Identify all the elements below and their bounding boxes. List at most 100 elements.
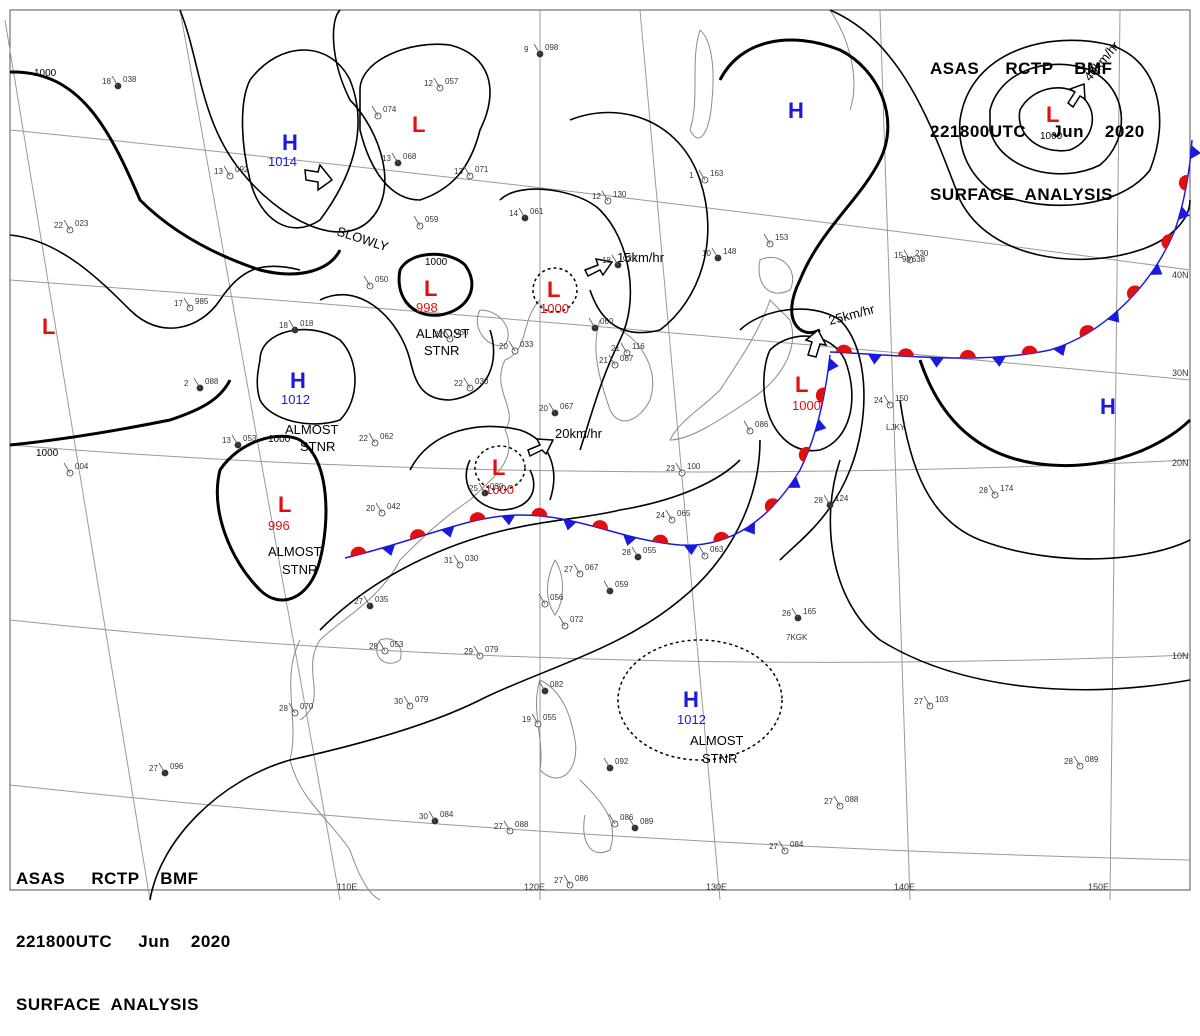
lat-label: 10N bbox=[1172, 651, 1189, 661]
wind-barb bbox=[611, 254, 619, 266]
coast-hainan bbox=[376, 638, 402, 664]
wind-barb bbox=[473, 645, 481, 657]
wind-barb bbox=[603, 580, 611, 592]
station-temperature: 24 bbox=[656, 511, 665, 520]
station-ids: 9V638 LJKY 7KGK bbox=[786, 255, 926, 642]
low-pressure-value: 1000 bbox=[792, 398, 821, 413]
wind-barb bbox=[63, 462, 71, 474]
wind-barb bbox=[463, 377, 471, 389]
station-pressure: 023 bbox=[75, 219, 89, 228]
wind-barb bbox=[363, 275, 371, 287]
wind-barb bbox=[573, 563, 581, 575]
lat-label: 30N bbox=[1172, 368, 1189, 378]
station-pressure: 063 bbox=[710, 545, 724, 554]
isobars bbox=[9, 9, 1192, 901]
high-pressure-value: 1012 bbox=[677, 712, 706, 727]
cold-front-symbol bbox=[623, 534, 637, 546]
station-pressure: 072 bbox=[570, 615, 584, 624]
station-temperature: 27 bbox=[914, 697, 923, 706]
parallel-30n bbox=[9, 279, 1191, 381]
wind-barb bbox=[508, 340, 516, 352]
wind-barb bbox=[791, 607, 799, 619]
station-temperature: 28 bbox=[1064, 757, 1073, 766]
station-pressure: 067 bbox=[560, 402, 574, 411]
wind-barb bbox=[538, 680, 546, 692]
wind-barb bbox=[538, 593, 546, 605]
low-pressure-value: 1000 bbox=[540, 301, 569, 316]
station-temperature: 27 bbox=[149, 764, 158, 773]
parallel-40n bbox=[9, 129, 1191, 271]
wind-barb bbox=[503, 820, 511, 832]
wind-barb bbox=[563, 874, 571, 886]
station-pressure: 018 bbox=[300, 319, 314, 328]
low-center: L bbox=[492, 455, 505, 480]
wind-barb bbox=[548, 402, 556, 414]
station-temperature: 18 bbox=[602, 256, 611, 265]
wind-barb bbox=[368, 432, 376, 444]
wind-barb bbox=[453, 554, 461, 566]
warm-front-symbol bbox=[531, 507, 548, 517]
station-temperature: 27 bbox=[824, 797, 833, 806]
lon-label: 130E bbox=[706, 882, 727, 892]
wind-barb bbox=[183, 297, 191, 309]
station-pressure: 035 bbox=[375, 595, 389, 604]
isobar-label: 1000 bbox=[34, 68, 57, 79]
high-center: H bbox=[683, 687, 699, 712]
header-line: SURFACE ANALYSIS bbox=[16, 995, 199, 1014]
wind-barb bbox=[988, 484, 996, 496]
station-temperature: 22 bbox=[454, 379, 463, 388]
wind-barb bbox=[631, 546, 639, 558]
high-center: H bbox=[1100, 394, 1116, 419]
station-temperature: 10 bbox=[702, 249, 711, 258]
wind-barb bbox=[903, 249, 911, 261]
station-pressure: 086 bbox=[575, 874, 589, 883]
station-pressure: 059 bbox=[425, 215, 439, 224]
wind-barb bbox=[193, 377, 201, 389]
warm-front-symbol bbox=[835, 344, 852, 354]
station-pressure: 060 bbox=[600, 317, 614, 326]
station-pressure: 068 bbox=[403, 152, 417, 161]
isobar-mid-china bbox=[499, 188, 632, 451]
cold-front-symbol bbox=[788, 476, 801, 488]
cold-front-symbol bbox=[501, 514, 516, 526]
header-line: 221800UTC Jun 2020 bbox=[16, 932, 231, 951]
station-temperature: 26 bbox=[782, 609, 791, 618]
station-pressure: 057 bbox=[445, 77, 459, 86]
motion-arrows bbox=[304, 82, 1086, 458]
station-temperature: 15 bbox=[894, 251, 903, 260]
meridian-140e bbox=[879, 9, 911, 901]
cold-front-symbol bbox=[743, 522, 756, 535]
isobar-1012-ring bbox=[256, 328, 356, 425]
high-center: H bbox=[290, 368, 306, 393]
station-pressure: 079 bbox=[415, 695, 429, 704]
cold-front-symbol bbox=[381, 544, 396, 556]
warm-front-symbol bbox=[1161, 234, 1173, 250]
wind-barb bbox=[403, 695, 411, 707]
wind-barb bbox=[608, 354, 616, 366]
station-pressure: 088 bbox=[515, 820, 529, 829]
station-temperature: 29 bbox=[464, 647, 473, 656]
wind-barb bbox=[628, 817, 636, 829]
speed-note: 25km/hr bbox=[827, 301, 877, 328]
station-temperature: 27 bbox=[769, 842, 778, 851]
cold-front-symbol bbox=[563, 519, 577, 531]
station-temperature: 21 bbox=[599, 356, 608, 365]
station-temperature: 27 bbox=[554, 876, 563, 885]
isobar-1000-west-lower bbox=[9, 379, 232, 447]
header-line: ASAS RCTP BMF bbox=[16, 869, 199, 888]
isobar-east-sea bbox=[569, 111, 709, 334]
station-pressure: 071 bbox=[475, 165, 489, 174]
station-temperature: 17 bbox=[174, 299, 183, 308]
wind-barb bbox=[463, 165, 471, 177]
station-temperature: 22 bbox=[434, 330, 443, 339]
warm-front-symbol bbox=[815, 387, 826, 404]
stnr-note: ALMOST bbox=[268, 544, 322, 559]
station-pressure: 100 bbox=[687, 462, 701, 471]
station-temperature: 25 bbox=[469, 484, 478, 493]
station-temperature: 28 bbox=[622, 548, 631, 557]
station-pressure: 074 bbox=[383, 105, 397, 114]
station-pressure: 150 bbox=[895, 394, 909, 403]
chart-header-bottom: ASAS RCTP BMF 221800UTC Jun 2020 SURFACE… bbox=[16, 826, 231, 1036]
warm-front-symbol bbox=[959, 350, 976, 359]
warm-front-symbol bbox=[652, 534, 669, 544]
